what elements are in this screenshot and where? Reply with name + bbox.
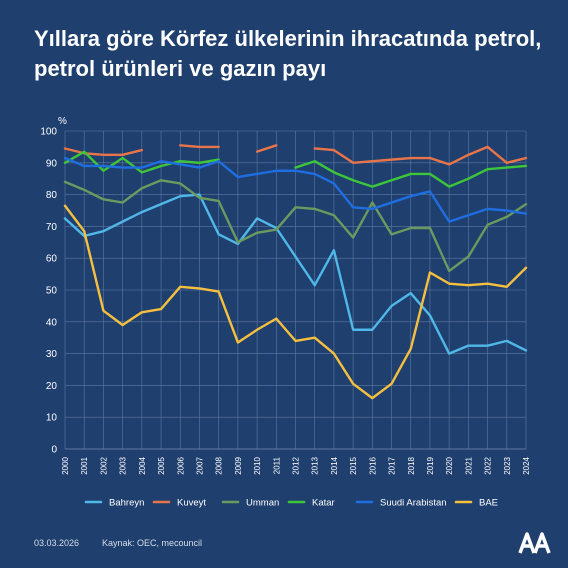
legend-label: Kuveyt — [177, 498, 206, 509]
legend-label: Katar — [312, 498, 335, 509]
x-tick-label: 2023 — [503, 456, 512, 474]
aa-agency-logo-icon — [518, 532, 551, 554]
y-axis-label: % — [58, 116, 67, 127]
series-line-umman — [63, 179, 528, 273]
y-tick-label: 50 — [46, 286, 58, 297]
legend: Bahreyn Kuveyt Umman Katar Suudi Arabistan BA… — [84, 498, 498, 509]
y-tick-label: 100 — [40, 127, 57, 138]
y-axis-ticks: 0 10 20 30 40 50 60 70 80 90 100 — [40, 127, 57, 456]
x-tick-label: 2022 — [484, 456, 493, 474]
x-tick-label: 2011 — [272, 456, 281, 474]
x-tick-label: 2018 — [407, 456, 416, 474]
series-line-suudi-arabistan — [63, 156, 528, 223]
footer-source: Kaynak: OEC, mecouncil — [102, 538, 203, 548]
series-line-kuveyt — [63, 144, 528, 166]
x-tick-label: 2016 — [368, 456, 377, 474]
x-tick-label: 2009 — [234, 456, 243, 474]
x-axis-ticks: 2000 2001 2002 2003 2004 2005 2006 2007 2008 2009… — [61, 456, 531, 474]
y-tick-label: 60 — [46, 254, 58, 265]
x-tick-label: 2024 — [522, 456, 531, 474]
series-line-bae — [63, 204, 528, 400]
legend-label: Umman — [246, 498, 279, 509]
x-tick-label: 2000 — [61, 456, 70, 474]
x-tick-label: 2019 — [426, 456, 435, 474]
y-tick-label: 90 — [46, 158, 58, 169]
x-tick-label: 2006 — [176, 456, 185, 474]
x-tick-label: 2015 — [349, 456, 358, 474]
series-line-katar — [63, 150, 528, 188]
page-title: Yıllara göre Körfez ülkelerinin ihracatı… — [34, 26, 542, 81]
x-tick-label: 2014 — [330, 456, 339, 474]
legend-label: Bahreyn — [109, 498, 144, 509]
y-tick-label: 20 — [46, 381, 58, 392]
x-tick-label: 2005 — [157, 456, 166, 474]
y-tick-label: 0 — [51, 445, 57, 456]
y-tick-label: 80 — [46, 190, 58, 201]
x-tick-label: 2003 — [119, 456, 128, 474]
x-tick-label: 2007 — [195, 456, 204, 474]
x-tick-label: 2012 — [292, 456, 301, 474]
y-tick-label: 40 — [46, 317, 58, 328]
legend-label: BAE — [479, 498, 498, 509]
x-tick-label: 2013 — [311, 456, 320, 474]
series-line-bahreyn — [63, 193, 528, 355]
y-tick-label: 30 — [46, 349, 58, 360]
legend-label: Suudi Arabistan — [380, 498, 447, 509]
series-lines — [63, 144, 528, 400]
x-tick-label: 2020 — [445, 456, 454, 474]
y-tick-label: 10 — [46, 413, 58, 424]
x-tick-label: 2002 — [99, 456, 108, 474]
x-tick-label: 2010 — [253, 456, 262, 474]
x-tick-label: 2001 — [80, 456, 89, 474]
x-tick-label: 2004 — [138, 456, 147, 474]
x-tick-label: 2008 — [215, 456, 224, 474]
grid — [64, 130, 527, 450]
y-tick-label: 70 — [46, 222, 58, 233]
footer-date: 03.03.2026 — [34, 538, 80, 548]
x-tick-label: 2021 — [464, 456, 473, 474]
x-tick-label: 2017 — [388, 456, 397, 474]
